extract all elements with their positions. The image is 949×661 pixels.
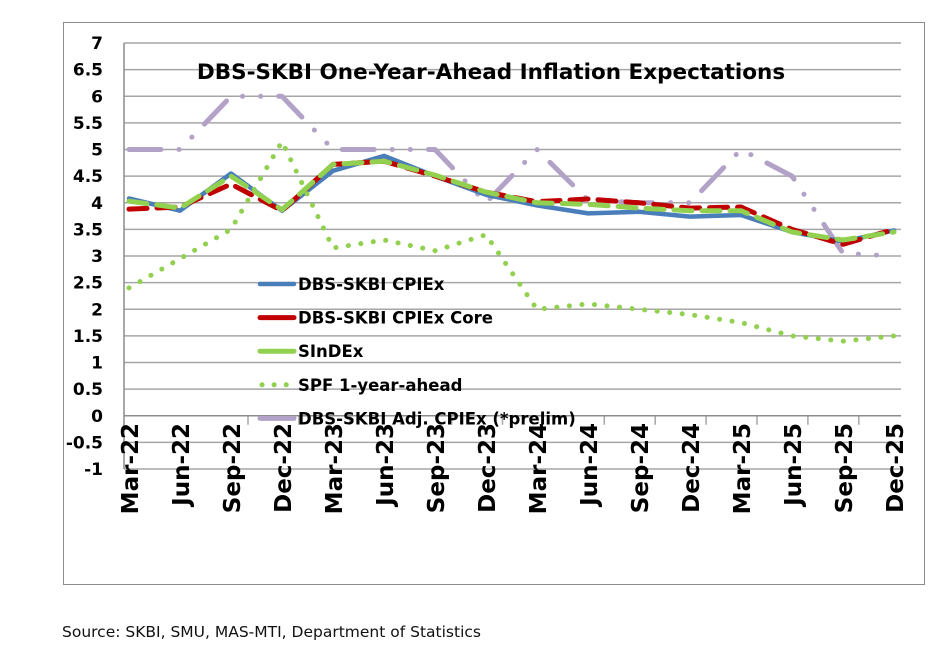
series-sindex — [126, 158, 897, 243]
legend-item: SInDEx — [257, 342, 364, 361]
y-tick-label: 4 — [91, 194, 103, 214]
legend-label: DBS-SKBI CPIEx Core — [298, 309, 493, 328]
series-spf-1-year-ahead — [126, 139, 897, 344]
chart-frame — [63, 22, 925, 585]
y-tick-label: 3.5 — [73, 220, 103, 240]
x-tick-labels: Mar-22 Jun-22 Sep-22 Dec-22 Mar-23 Jun-23 Sep-… — [118, 423, 909, 514]
y-tick-label: 5 — [91, 141, 103, 161]
x-tick-label: Sep-22 — [220, 423, 246, 513]
x-tick-label: Mar-23 — [322, 423, 348, 514]
legend-item: DBS-SKBI CPIEx — [257, 275, 445, 294]
y-tick-label: 6.5 — [73, 61, 103, 81]
y-tick-label: 0 — [91, 407, 103, 427]
series-line — [126, 93, 897, 259]
x-tick-label: Dec-24 — [679, 423, 705, 513]
y-tick-label: 3 — [91, 247, 103, 267]
y-tick-label: -0.5 — [66, 433, 103, 453]
legend-item: SPF 1-year-ahead — [259, 376, 462, 395]
x-tick-label: Dec-25 — [883, 423, 909, 513]
legend: DBS-SKBI CPIEx DBS-SKBI CPIEx Core SInDEx S… — [257, 275, 576, 428]
x-tick-label: Dec-22 — [271, 423, 297, 513]
legend-label: SPF 1-year-ahead — [298, 376, 462, 395]
series-line — [126, 158, 897, 247]
y-tick-label: 6 — [91, 87, 103, 107]
series-line — [126, 158, 897, 243]
gridlines — [124, 42, 901, 470]
x-tick-label: Sep-24 — [628, 423, 654, 513]
series-line — [126, 139, 897, 344]
x-tick-label: Dec-23 — [475, 423, 501, 513]
legend-item: DBS-SKBI CPIEx Core — [257, 309, 493, 328]
legend-label: SInDEx — [298, 342, 364, 361]
y-tick-label: 2.5 — [73, 274, 103, 294]
y-tick-label: 2 — [91, 300, 103, 320]
x-tick-label: Jun-22 — [169, 423, 195, 508]
y-tick-label: 7 — [91, 34, 103, 54]
y-tick-label: 1.5 — [73, 327, 103, 347]
y-tick-label: 0.5 — [73, 380, 103, 400]
source-note: Source: SKBI, SMU, MAS-MTI, Department o… — [62, 623, 481, 641]
x-tick-label: Sep-23 — [424, 423, 450, 513]
series — [126, 93, 897, 344]
legend-label: DBS-SKBI Adj. CPIEx (*prelim) — [298, 409, 576, 428]
line-chart: 7 6.5 6 5.5 5 4.5 4 3.5 3 2.5 2 1.5 1 0.5 0 -0.5 -1 Mar-… — [66, 34, 909, 514]
x-tick-label: Jun-24 — [577, 423, 603, 508]
x-tick-label: Sep-25 — [832, 423, 858, 513]
x-tick-label: Mar-24 — [526, 423, 552, 514]
legend-label: DBS-SKBI CPIEx — [298, 275, 445, 294]
x-tick-label: Jun-25 — [781, 423, 807, 508]
y-tick-label: -1 — [84, 460, 103, 480]
x-tick-label: Mar-22 — [118, 423, 144, 514]
axes — [123, 43, 901, 469]
y-tick-label: 4.5 — [73, 167, 103, 187]
x-tick-label: Jun-23 — [373, 423, 399, 508]
series-dbs-skbi-adj-cpiex-prelim — [126, 93, 897, 259]
legend-item: DBS-SKBI Adj. CPIEx (*prelim) — [257, 409, 576, 428]
x-tick-label: Mar-25 — [730, 423, 756, 514]
chart-title: DBS-SKBI One-Year-Ahead Inflation Expect… — [197, 60, 785, 85]
y-tick-label: 1 — [91, 354, 103, 374]
y-tick-labels: 7 6.5 6 5.5 5 4.5 4 3.5 3 2.5 2 1.5 1 0.5 0 -0.5 -1 — [66, 34, 103, 480]
y-tick-label: 5.5 — [73, 114, 103, 134]
